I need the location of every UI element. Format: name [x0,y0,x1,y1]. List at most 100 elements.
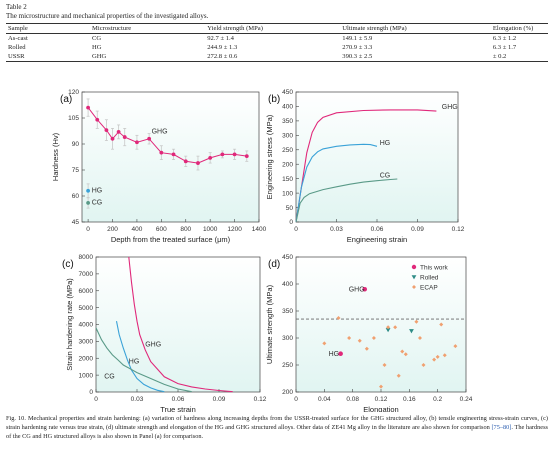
table-caption: Table 2 The microstructure and mechanica… [6,3,208,21]
y-tick-label: 90 [72,141,80,148]
data-point-ghg [220,152,225,157]
x-tick-label: 600 [156,226,167,233]
chart-panel-4: 0 0.04 0.08 0.12 0.16 0.2 0.24 200 250 300 350 400 4… [265,254,473,412]
plot-background [296,257,466,392]
x-tick-label: 0.04 [318,396,331,403]
data-point-ecap [421,363,426,367]
series-label-hg: HG [380,140,391,147]
data-point-ecap [382,363,387,367]
table-header: Microstructure [90,23,206,34]
legend-label: This work [420,264,449,271]
annotation-ghg: GHG [152,129,168,136]
chart-panel-3: 0 0.03 0.06 0.09 0.12 0 1000 2000 3000 4000 5000 60… [62,254,267,412]
chart-panel-1: 0 200 400 600 800 1000 1200 1400 45 60 75 90 105 120 D… [51,89,267,244]
data-point-ghg [122,135,127,139]
table-cell: Rolled [8,44,26,51]
data-point-ghg [135,140,139,145]
caption-text: Fig. 10. Mechanical properties and strai… [6,415,548,431]
y-tick-label: 350 [282,118,293,125]
data-point-ecap [357,338,362,343]
table-cell: 6.3 ± 1.7 [492,44,517,51]
series-line-ghg [128,256,233,393]
series-line-hg [295,143,378,223]
table-title: The microstructure and mechanical proper… [6,12,209,20]
table-row: USSR GHG 272.8 ± 0.6 390.3 ± 2.5 ± 0.2 [6,52,548,62]
y-tick-label: 8000 [79,254,94,261]
y-tick-label: 105 [68,115,79,122]
y-tick-label: 200 [282,389,293,396]
table-cell: USSR [6,52,91,62]
data-point-ecap [336,316,341,321]
series-label-cg: CG [104,374,115,381]
data-point-ghg [116,129,121,134]
x-tick-label: 0.09 [213,396,226,403]
x-tick-label: 0.06 [371,226,384,233]
y-tick-label: 400 [282,281,293,288]
panel-label: (b) [268,94,280,105]
table-cell: 272.8 ± 0.6 [205,52,341,62]
annotation-ghg: GHG [349,287,365,294]
y-tick-label: 45 [72,219,80,226]
axes-frame [81,91,260,223]
legend-label: ECAP [420,284,438,291]
table-cell: CG [92,35,102,42]
series-line-ghg [295,109,437,223]
data-point-ecap [347,336,352,340]
x-tick-label: 200 [107,226,118,233]
caption-reference-link[interactable]: [75–80] [491,423,512,431]
x-tick-label: 0.03 [131,396,144,403]
legend-label: Rolled [420,274,439,281]
y-tick-label: 250 [282,362,293,369]
x-tick-label: 1400 [252,226,267,233]
x-tick-label: 0.24 [460,396,473,403]
y-tick-label: 7000 [79,271,94,278]
data-point-ecap [414,319,419,324]
y-axis-label: Strain hardening rate (MPa) [65,278,74,371]
y-tick-label: 6000 [79,288,94,295]
y-tick-label: 0 [89,389,93,396]
data-point-ecap [417,336,422,340]
data-point-ghg [95,117,100,122]
x-tick-label: 0.12 [452,226,465,233]
legend-marker-this-work [411,264,417,270]
table-cell: ± 0.2 [490,52,548,62]
data-point-ecap [371,336,376,340]
x-tick-label: 0.09 [411,226,424,233]
y-tick-label: 200 [282,161,293,168]
x-axis-label: Engineering strain [347,235,407,244]
plot-background [296,92,458,222]
y-tick-label: 4000 [79,322,94,329]
data-point-hg [86,188,91,193]
table-cell: As-cast [8,35,28,42]
y-tick-label: 75 [72,167,80,174]
x-tick-label: 0 [294,226,298,233]
data-point-ecap [439,322,444,327]
x-axis-label: Depth from the treated surface (μm) [111,235,231,244]
data-point-ghg [159,150,164,155]
panel-label: (d) [268,259,280,270]
data-point-this-work [362,286,368,292]
y-axis-label: Engineering stress (MPa) [265,114,274,199]
y-tick-label: 100 [282,190,293,197]
caption-tail: . The hardness of the CG and HG structur… [6,423,548,440]
data-point-cg [86,201,91,205]
x-tick-label: 0.12 [375,396,388,403]
x-tick-label: 0.06 [172,396,185,403]
y-axis-label: Hardness (Hv) [51,132,60,181]
annotation-hg: HG [329,351,340,358]
data-point-ecap [364,346,369,351]
y-tick-label: 5000 [79,305,94,312]
y-tick-label: 400 [282,104,293,111]
x-tick-label: 0.12 [254,396,267,403]
data-point-rolled [385,328,391,333]
series-line-hg [115,320,165,393]
data-point-ghg [86,105,91,110]
data-point-ecap [432,357,437,362]
data-point-ghg [244,154,249,159]
data-point-ecap [442,353,447,358]
data-point-ghg [104,128,109,133]
data-point-this-work [338,351,343,357]
y-axis-label: Ultimate strength (MPa) [265,284,274,364]
table-row: As-cast CG 92.7 ± 1.4 149.1 ± 5.9 6.3 ± … [6,34,548,44]
panel-label: (c) [62,259,74,270]
